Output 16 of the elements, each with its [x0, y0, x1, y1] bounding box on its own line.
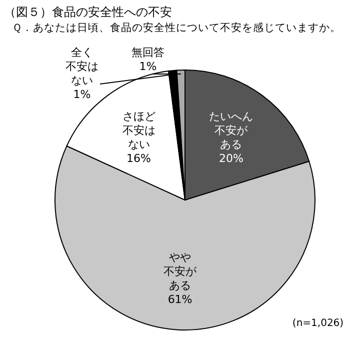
slice-label: たいへん不安がある — [209, 110, 254, 152]
data-label: 61% — [168, 292, 192, 306]
slice-label: 無回答 — [132, 46, 164, 59]
chart-title: （図５）食品の安全性への不安 — [4, 5, 172, 19]
pie-slice — [176, 70, 186, 200]
slice-label: やや不安がある — [164, 250, 198, 292]
data-label: 1% — [73, 88, 91, 101]
data-label: 16% — [126, 152, 151, 166]
data-label: 1% — [139, 60, 157, 73]
text: (n=1,026) — [292, 318, 344, 329]
slice-label: 全く不安はない — [66, 46, 98, 87]
slice-label: さほど不安はない — [122, 110, 156, 152]
data-label: 20% — [219, 152, 244, 166]
pie-slice — [66, 70, 186, 200]
pie-slice — [184, 70, 310, 200]
chart-subtitle: Ｑ．あなたは日頃、食品の安全性について不安を感じていますか。 — [12, 21, 341, 34]
